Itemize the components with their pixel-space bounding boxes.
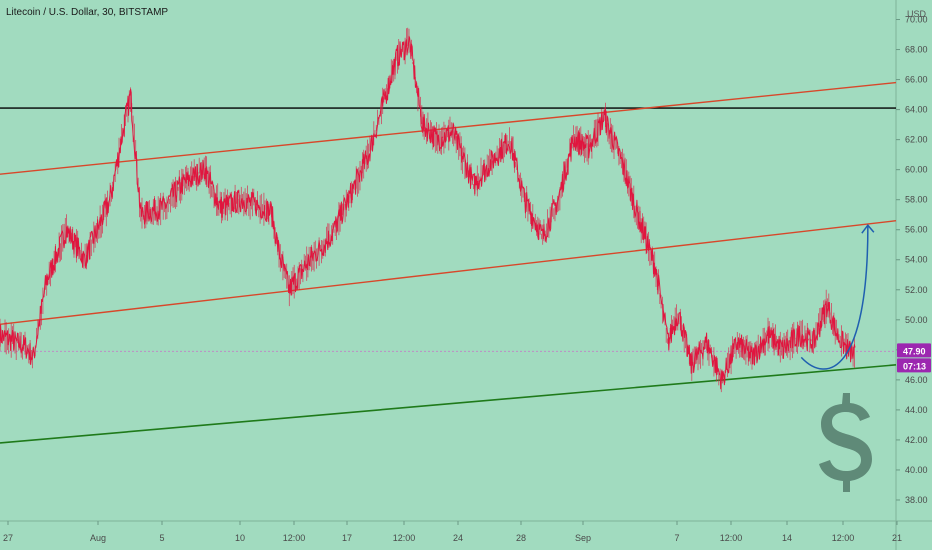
y-tick-label: 44.00 — [905, 405, 928, 415]
lower-channel-line — [0, 220, 897, 326]
y-tick-label: 58.00 — [905, 195, 928, 205]
y-tick-label: 68.00 — [905, 45, 928, 55]
y-tick-label: 46.00 — [905, 375, 928, 385]
last-price-tag — [897, 343, 931, 358]
x-tick-label: 10 — [235, 533, 245, 543]
y-tick-label: 66.00 — [905, 75, 928, 85]
x-tick-label: 21 — [892, 533, 902, 543]
dollar-sign-glyph — [819, 393, 872, 492]
x-tick-label: 12:00 — [832, 533, 855, 543]
y-tick-label: 62.00 — [905, 135, 928, 145]
countdown-value: 07:13 — [903, 361, 926, 371]
x-tick-label: 5 — [159, 533, 164, 543]
x-tick-label: 24 — [453, 533, 463, 543]
y-tick-label: 40.00 — [905, 465, 928, 475]
y-tick-label: 54.00 — [905, 255, 928, 265]
y-tick-label: 70.00 — [905, 15, 928, 25]
price-series-line — [0, 35, 856, 390]
x-tick-label: 28 — [516, 533, 526, 543]
price-unit-label: USD — [907, 9, 927, 19]
y-tick-label: 50.00 — [905, 315, 928, 325]
x-tick-label: 12:00 — [393, 533, 416, 543]
x-tick-label: 27 — [3, 533, 13, 543]
countdown-tag — [897, 358, 931, 373]
projection-arrowhead — [861, 224, 875, 234]
dollar-sign-icon — [819, 393, 872, 492]
y-tick-label: 60.00 — [905, 165, 928, 175]
x-tick-label: 7 — [674, 533, 679, 543]
last-price-value: 47.90 — [903, 346, 926, 356]
y-tick-label: 42.00 — [905, 435, 928, 445]
y-tick-label: 64.00 — [905, 105, 928, 115]
x-tick-label: 12:00 — [283, 533, 306, 543]
y-tick-label: 56.00 — [905, 225, 928, 235]
support-line — [0, 364, 897, 444]
chart-title: Litecoin / U.S. Dollar, 30, BITSTAMP — [6, 7, 169, 18]
projection-curve — [800, 225, 869, 370]
y-tick-label: 52.00 — [905, 285, 928, 295]
x-tick-label: Sep — [575, 533, 591, 543]
x-tick-label: 12:00 — [720, 533, 743, 543]
y-tick-label: 38.00 — [905, 495, 928, 505]
x-tick-label: 14 — [782, 533, 792, 543]
x-tick-label: 17 — [342, 533, 352, 543]
price-wicks — [0, 27, 855, 393]
x-tick-label: Aug — [90, 533, 106, 543]
